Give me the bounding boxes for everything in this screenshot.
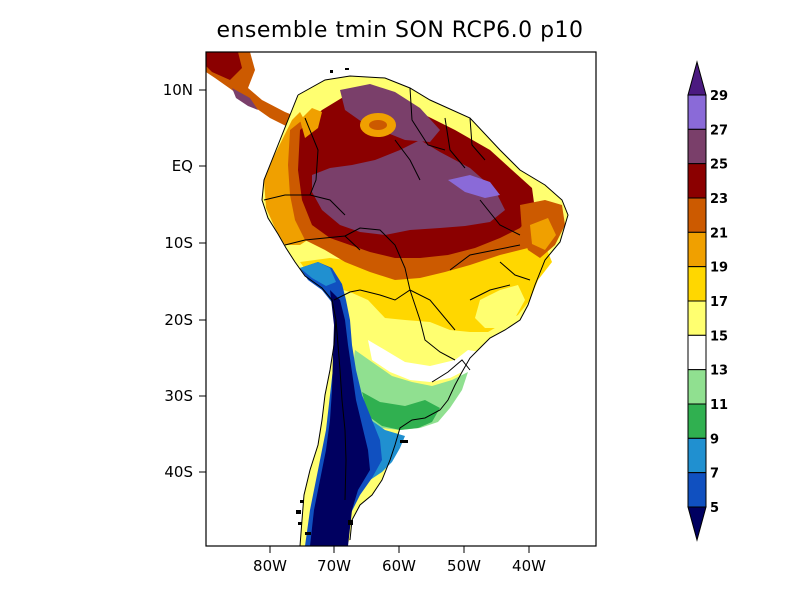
east-coast-19-21 <box>530 218 556 250</box>
colorbar-label: 17 <box>710 295 728 310</box>
colorbar-label: 19 <box>710 261 728 276</box>
figure-title: ensemble tmin SON RCP6.0 p10 <box>216 18 584 43</box>
lat-label: 10S <box>164 234 193 252</box>
colorbar-box <box>687 94 707 130</box>
band-27-29 <box>448 175 500 198</box>
colorbar-label: 5 <box>710 501 719 516</box>
lat-ticks <box>199 89 206 473</box>
colorbar-label: 13 <box>710 364 728 379</box>
colorbar-box <box>687 163 707 199</box>
colorbar-label: 7 <box>710 467 719 482</box>
colorbar-label: 11 <box>710 398 728 413</box>
temperature-field <box>206 52 569 546</box>
central-america-warm <box>206 52 242 80</box>
lon-label: 80W <box>253 557 287 575</box>
colorbar: 29 27 25 23 21 19 17 15 13 11 9 7 5 <box>687 60 728 542</box>
lat-label: 20S <box>164 311 193 329</box>
coastline-islands <box>296 68 408 535</box>
colorbar-label: 23 <box>710 192 728 207</box>
colorbar-under-triangle <box>687 506 707 542</box>
colorbar-over-triangle <box>687 60 707 96</box>
colorbar-box <box>687 369 707 405</box>
lon-ticks <box>269 546 530 553</box>
andes-north-blue <box>300 262 336 286</box>
colorbar-box <box>687 403 707 439</box>
andes-coldest <box>310 290 370 546</box>
lon-label: 40W <box>512 557 546 575</box>
band-9-11 <box>362 392 440 430</box>
lat-labels: 10N EQ 10S 20S 30S 40S <box>163 81 193 481</box>
colorbar-box <box>687 437 707 474</box>
guiana-highlands-core <box>369 120 387 130</box>
north-coast-cool <box>300 108 322 138</box>
colorbar-label: 29 <box>710 89 728 104</box>
country-borders <box>261 75 569 546</box>
lon-label: 60W <box>382 557 416 575</box>
colorbar-box <box>687 128 707 165</box>
lat-label: 30S <box>164 387 193 405</box>
band-25-27-amazon <box>312 140 505 235</box>
colorbar-box <box>687 472 707 508</box>
colorbar-box <box>687 300 707 336</box>
lon-labels: 80W 70W 60W 50W 40W <box>253 557 546 575</box>
map-frame <box>205 51 597 547</box>
band-15-17-east <box>475 285 525 328</box>
lon-label: 50W <box>447 557 481 575</box>
colorbar-label: 25 <box>710 158 728 173</box>
colorbar-label: 21 <box>710 226 728 241</box>
colorbar-box <box>687 334 707 371</box>
band-13-15 <box>368 340 480 382</box>
band-25-27-north <box>340 84 440 142</box>
lat-label: 10N <box>163 81 193 99</box>
colorbar-label: 9 <box>710 432 719 447</box>
colorbar-label: 27 <box>710 123 728 138</box>
colorbar-label: 15 <box>710 329 728 344</box>
central-america-hot <box>232 88 258 110</box>
colorbar-box <box>687 266 707 302</box>
lat-label: EQ <box>172 157 193 175</box>
colorbar-box <box>687 231 707 268</box>
lon-label: 70W <box>317 557 351 575</box>
colorbar-box <box>687 197 707 233</box>
lat-label: 40S <box>164 463 193 481</box>
